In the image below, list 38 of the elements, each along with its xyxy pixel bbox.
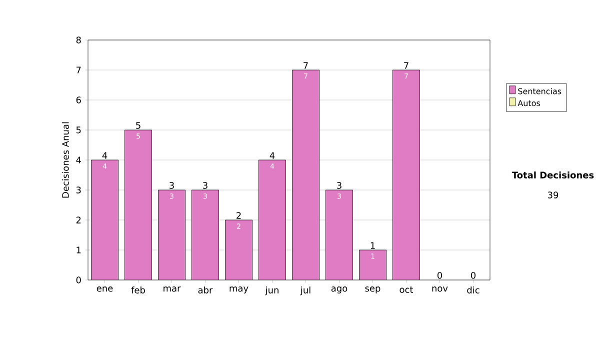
legend-label: Sentencias [518,88,562,94]
x-tick-label: sep [365,286,380,294]
total-label: 7 [304,62,308,69]
x-tick-label: feb [131,286,145,294]
y-tick-label: 6 [76,96,81,104]
y-tick-label: 0 [76,276,81,284]
x-tick-label: mar [164,286,181,292]
y-tick-label: 4 [76,156,81,164]
x-tick-label: dic [467,286,480,294]
total-label: 1 [370,242,375,249]
total-label: 3 [203,182,208,189]
y-tick-label: 1 [76,246,81,254]
y-tick-label: 8 [76,36,81,44]
legend-label: Autos [518,100,540,106]
text: Total Decisiones [512,172,594,178]
total-label: 2 [236,212,241,219]
x-tick-label: oct [400,286,414,293]
x-tick-label: ene [96,286,113,292]
x-tick-label: abr [198,286,213,294]
x-tick-label: ago [331,286,348,294]
total-label: 4 [270,152,275,159]
total-label: 3 [170,182,174,189]
x-tick-label: nov [432,286,448,292]
y-tick-label: 5 [76,126,81,134]
total-label: 0 [437,272,442,279]
total-label: 0 [470,272,476,279]
y-tick-label: 2 [76,216,81,224]
total-label: 7 [404,62,408,69]
total-label: 4 [102,152,108,159]
y-tick-label: 7 [76,66,81,74]
text: 39 [548,192,558,198]
x-tick-label: may [230,286,248,294]
x-tick-label: jun [265,286,278,296]
total-label: 5 [136,122,140,129]
y-axis-title: Decisiones Anual [62,122,69,198]
x-tick-label: jul [300,286,310,296]
total-label: 3 [337,182,342,189]
y-tick-label: 3 [76,186,81,194]
